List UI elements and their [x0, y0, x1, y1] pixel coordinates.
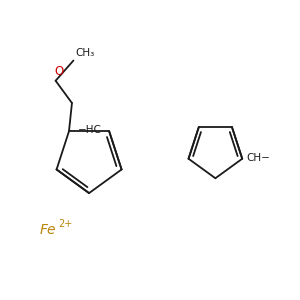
Text: CH−: CH− — [247, 153, 271, 163]
Text: Fe: Fe — [40, 223, 56, 237]
Text: CH₃: CH₃ — [75, 48, 94, 58]
Text: 2+: 2+ — [58, 219, 73, 229]
Text: −HC: −HC — [78, 125, 102, 135]
Text: O: O — [55, 65, 64, 78]
